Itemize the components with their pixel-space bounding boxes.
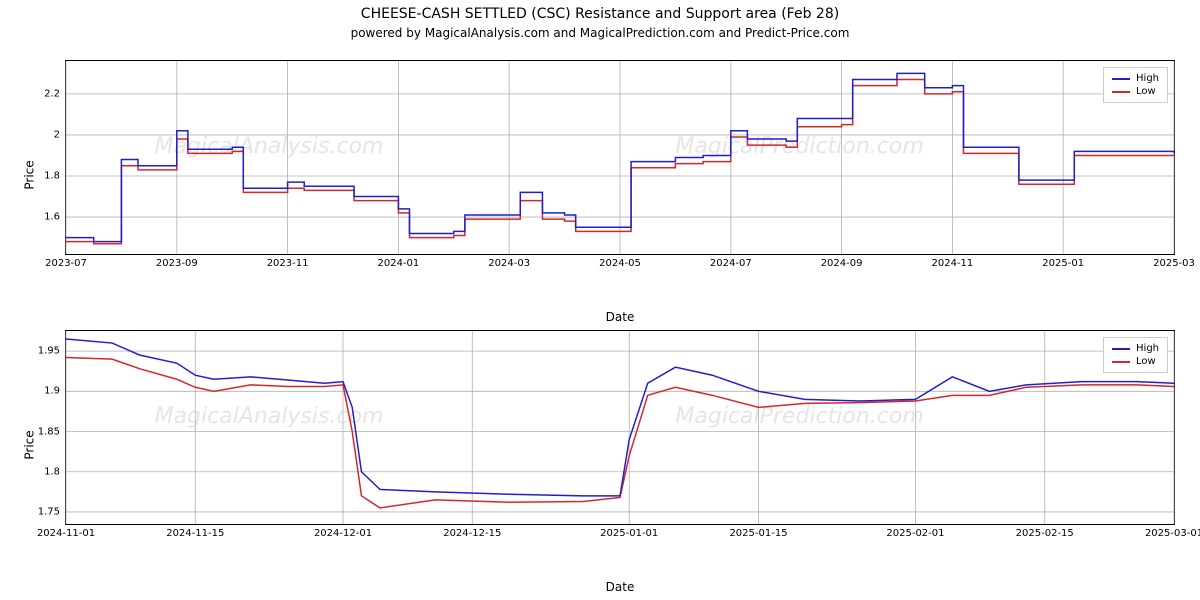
x-tick-label: 2023-11 xyxy=(267,254,309,269)
chart-top: Price MagicalAnalysis.com MagicalPredict… xyxy=(65,60,1175,290)
legend-item-low: Low xyxy=(1112,355,1159,368)
chart-bottom: Price MagicalAnalysis.com MagicalPredict… xyxy=(65,330,1175,560)
x-tick-label: 2024-11-15 xyxy=(166,524,224,539)
y-tick-label: 1.85 xyxy=(38,426,66,437)
plot-svg xyxy=(66,61,1174,254)
x-tick-label: 2025-02-01 xyxy=(886,524,944,539)
x-tick-label: 2024-09 xyxy=(821,254,863,269)
y-tick-label: 1.8 xyxy=(44,170,66,181)
x-tick-label: 2024-03 xyxy=(488,254,530,269)
x-tick-label: 2024-12-01 xyxy=(314,524,372,539)
plot-area-top: MagicalAnalysis.com MagicalPrediction.co… xyxy=(65,60,1175,255)
y-tick-label: 2.2 xyxy=(44,88,66,99)
x-tick-label: 2025-02-15 xyxy=(1016,524,1074,539)
legend: High Low xyxy=(1103,67,1168,103)
legend-label: High xyxy=(1136,73,1159,84)
y-tick-label: 1.95 xyxy=(38,346,66,357)
x-tick-label: 2025-01 xyxy=(1042,254,1084,269)
chart-title: CHEESE-CASH SETTLED (CSC) Resistance and… xyxy=(0,0,1200,22)
legend-swatch-high xyxy=(1112,78,1130,80)
y-axis-label: Price xyxy=(23,430,37,459)
legend-label: Low xyxy=(1136,356,1156,367)
legend-swatch-high xyxy=(1112,348,1130,350)
x-tick-label: 2025-01-01 xyxy=(600,524,658,539)
x-axis-label: Date xyxy=(606,310,635,324)
legend-item-low: Low xyxy=(1112,85,1159,98)
x-tick-label: 2025-01-15 xyxy=(729,524,787,539)
x-tick-label: 2023-07 xyxy=(45,254,87,269)
x-tick-label: 2024-01 xyxy=(377,254,419,269)
legend-item-high: High xyxy=(1112,342,1159,355)
chart-subtitle: powered by MagicalAnalysis.com and Magic… xyxy=(0,22,1200,42)
page: CHEESE-CASH SETTLED (CSC) Resistance and… xyxy=(0,0,1200,600)
legend-swatch-low xyxy=(1112,91,1130,93)
legend: High Low xyxy=(1103,337,1168,373)
x-tick-label: 2024-11-01 xyxy=(37,524,95,539)
plot-svg xyxy=(66,331,1174,524)
x-tick-label: 2023-09 xyxy=(156,254,198,269)
series-low xyxy=(66,358,1174,508)
legend-label: High xyxy=(1136,343,1159,354)
x-tick-label: 2024-07 xyxy=(710,254,752,269)
y-tick-label: 1.9 xyxy=(44,386,66,397)
y-axis-label: Price xyxy=(23,160,37,189)
y-tick-label: 1.75 xyxy=(38,506,66,517)
x-tick-label: 2024-05 xyxy=(599,254,641,269)
y-tick-label: 1.6 xyxy=(44,212,66,223)
legend-item-high: High xyxy=(1112,72,1159,85)
x-tick-label: 2024-12-15 xyxy=(443,524,501,539)
x-tick-label: 2024-11 xyxy=(931,254,973,269)
x-tick-label: 2025-03 xyxy=(1153,254,1195,269)
y-tick-label: 1.8 xyxy=(44,466,66,477)
x-tick-label: 2025-03-01 xyxy=(1145,524,1200,539)
y-tick-label: 2 xyxy=(54,129,66,140)
legend-label: Low xyxy=(1136,86,1156,97)
legend-swatch-low xyxy=(1112,361,1130,363)
x-axis-label: Date xyxy=(606,580,635,594)
plot-area-bottom: MagicalAnalysis.com MagicalPrediction.co… xyxy=(65,330,1175,525)
series-high xyxy=(66,339,1174,496)
